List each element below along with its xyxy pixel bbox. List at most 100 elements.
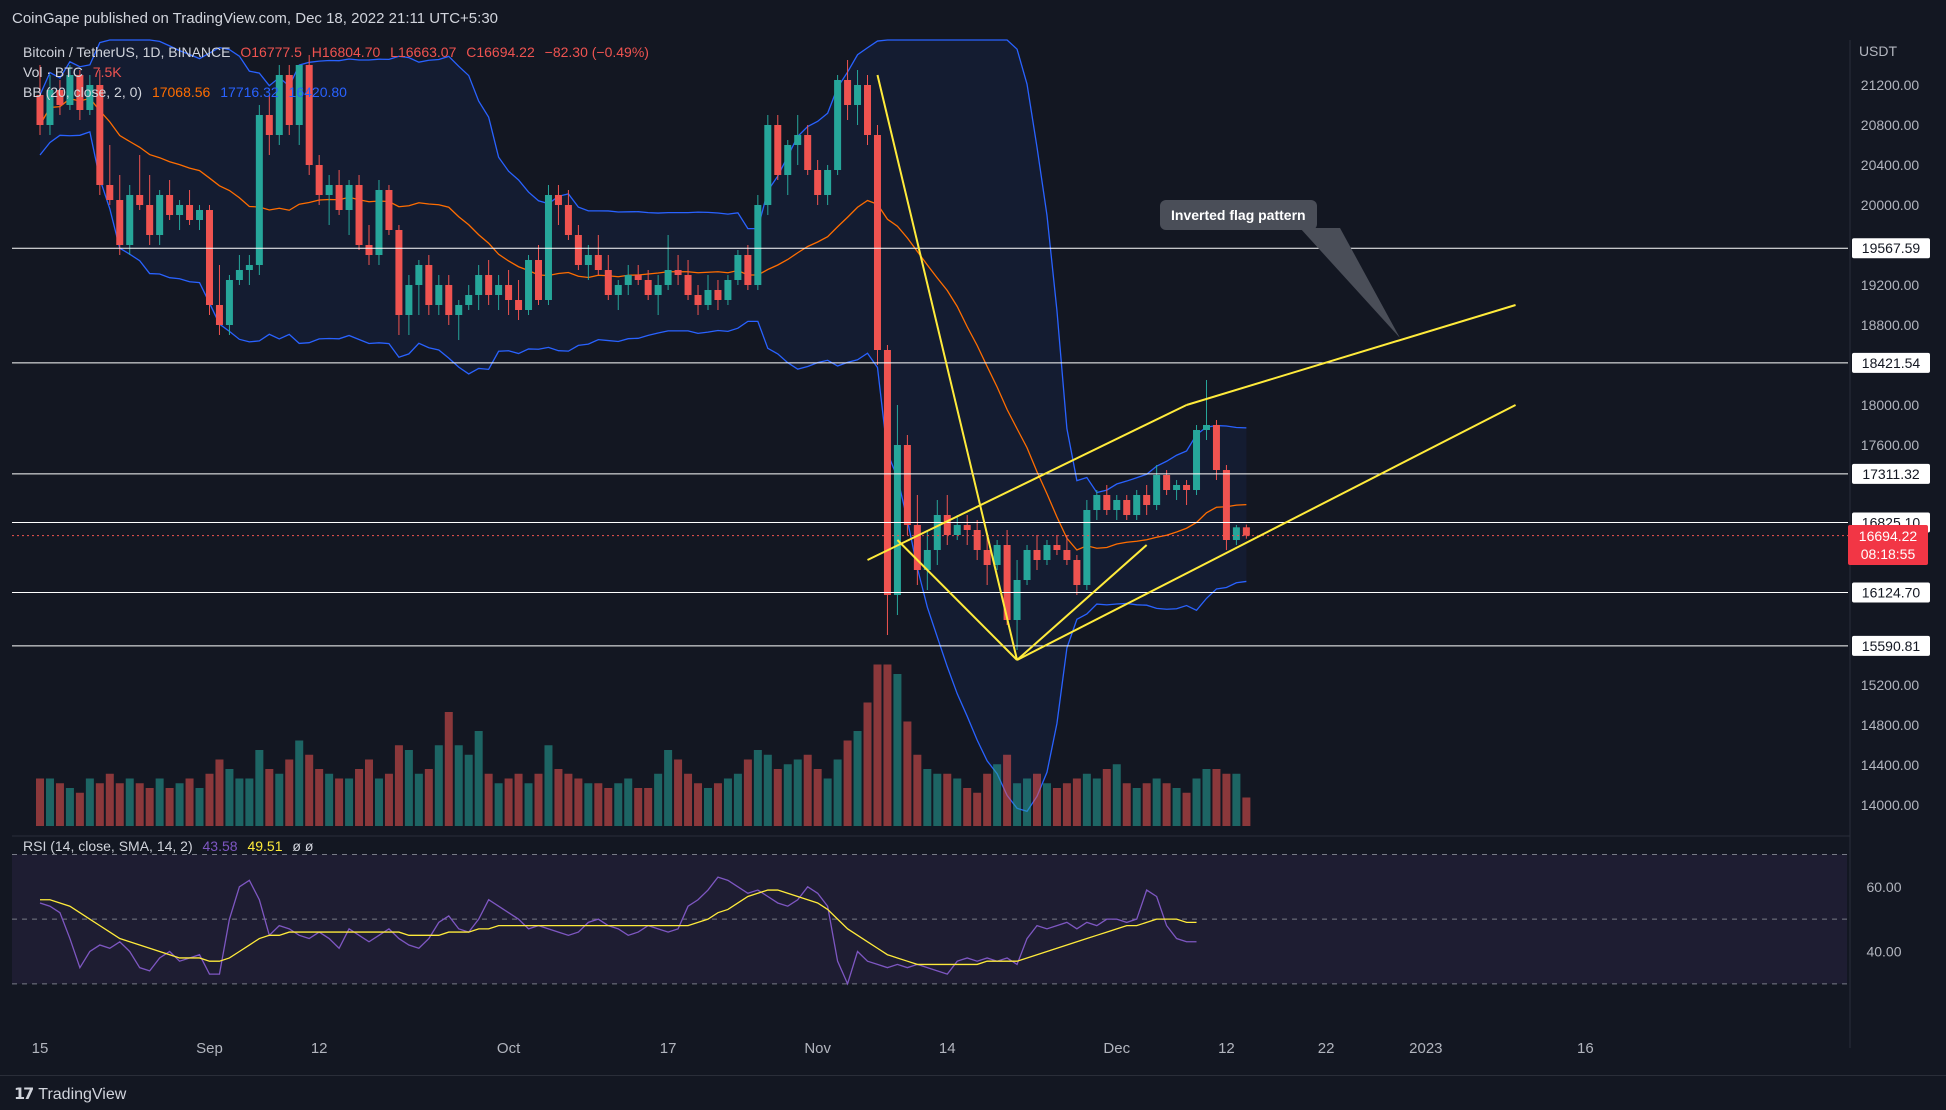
candle-body bbox=[295, 65, 303, 125]
candle-body bbox=[355, 185, 363, 245]
bb-basis-line bbox=[39, 97, 1247, 551]
volume-bar bbox=[325, 773, 334, 826]
volume-bar bbox=[335, 778, 344, 826]
candle-body bbox=[654, 285, 662, 295]
currency-label: USDT bbox=[1859, 43, 1898, 59]
volume-bar bbox=[544, 745, 553, 826]
volume-bar bbox=[504, 778, 513, 826]
candle-body bbox=[1133, 495, 1141, 515]
candle-body bbox=[734, 255, 742, 280]
bb-upper-value: 17716.32 bbox=[220, 84, 279, 100]
volume-bar bbox=[753, 750, 762, 826]
volume-bar bbox=[733, 773, 742, 826]
price-tick-label: 20000.00 bbox=[1861, 197, 1920, 213]
candle-body bbox=[215, 305, 223, 325]
time-tick-label: 17 bbox=[660, 1040, 677, 1057]
candle-body bbox=[624, 275, 632, 285]
volume-bar bbox=[524, 783, 533, 826]
volume-bar bbox=[155, 778, 164, 826]
volume-bar bbox=[1182, 792, 1191, 826]
candle-body bbox=[96, 85, 104, 185]
candle-body bbox=[574, 235, 582, 265]
candle-body bbox=[425, 265, 433, 305]
price-tick-label: 14800.00 bbox=[1861, 717, 1920, 733]
volume-legend[interactable]: Vol · BTC 7.5K bbox=[23, 64, 128, 80]
volume-bar bbox=[973, 792, 982, 826]
bb-legend[interactable]: BB (20, close, 2, 0) 17068.56 17716.32 1… bbox=[23, 84, 353, 100]
candle-body bbox=[923, 550, 931, 570]
volume-bar bbox=[594, 783, 603, 826]
volume-bar bbox=[933, 773, 942, 826]
level-label: 16124.70 bbox=[1862, 585, 1921, 601]
price-tick-label: 18800.00 bbox=[1861, 317, 1920, 333]
level-label: 18421.54 bbox=[1862, 355, 1921, 371]
candle-body bbox=[315, 165, 323, 195]
symbol-name[interactable]: Bitcoin / TetherUS, 1D, BINANCE bbox=[23, 44, 231, 60]
flag-lower-trendline bbox=[1016, 404, 1517, 661]
candle-body bbox=[594, 255, 602, 270]
candle-body bbox=[146, 205, 154, 235]
rsi-tick-label: 60.00 bbox=[1866, 879, 1901, 895]
volume-bar bbox=[893, 674, 902, 826]
candle-body bbox=[844, 80, 852, 105]
volume-bar bbox=[674, 759, 683, 826]
volume-bar bbox=[843, 740, 852, 826]
ohlc-high: H16804.70 bbox=[311, 44, 381, 60]
candle-body bbox=[903, 445, 911, 525]
candle-body bbox=[644, 280, 652, 295]
rsi-legend[interactable]: RSI (14, close, SMA, 14, 2) 43.58 49.51 … bbox=[23, 838, 319, 854]
candle-body bbox=[375, 190, 383, 255]
volume-bar bbox=[684, 773, 693, 826]
volume-bar bbox=[1112, 764, 1121, 826]
volume-bar bbox=[135, 783, 144, 826]
volume-bar bbox=[1062, 783, 1071, 826]
candle-body bbox=[166, 195, 174, 215]
level-label: 17311.32 bbox=[1862, 466, 1920, 482]
bb-basis-value: 17068.56 bbox=[151, 84, 211, 100]
time-axis: 15 Sep 12 Oct 17 Nov 14 Dec 12 22 2023 16 bbox=[32, 1040, 1594, 1057]
candle-body bbox=[1242, 527, 1250, 536]
level-label: 15590.81 bbox=[1862, 638, 1921, 654]
candle-body bbox=[1222, 470, 1230, 540]
candle-body bbox=[1023, 550, 1031, 580]
volume-bar bbox=[195, 788, 204, 826]
candle-body bbox=[36, 95, 44, 125]
candle-body bbox=[704, 290, 712, 305]
candle-body bbox=[784, 145, 792, 175]
volume-bar bbox=[654, 773, 663, 826]
volume-bar bbox=[345, 778, 354, 826]
volume-bar bbox=[514, 773, 523, 826]
rsi-sma-line bbox=[40, 889, 1197, 966]
candle-body bbox=[1123, 500, 1131, 515]
candle-body bbox=[883, 350, 891, 595]
callout-pointer bbox=[1300, 228, 1400, 338]
bb-lower-value: 16420.80 bbox=[288, 84, 347, 100]
price-tick-label: 15200.00 bbox=[1861, 677, 1920, 693]
volume-bar bbox=[1232, 773, 1241, 826]
candlesticks bbox=[36, 55, 1250, 650]
candle-body bbox=[46, 90, 54, 125]
candle-body bbox=[475, 275, 483, 295]
symbol-legend[interactable]: Bitcoin / TetherUS, 1D, BINANCE O16777.5… bbox=[23, 44, 655, 60]
volume-bar bbox=[833, 759, 842, 826]
volume-bar bbox=[115, 783, 124, 826]
last-price-badge: 16694.22 08:18:55 bbox=[1848, 525, 1928, 565]
level-label-box bbox=[1852, 635, 1930, 656]
tradingview-logo[interactable]: 𝟭𝟳 TradingView bbox=[14, 1084, 126, 1104]
volume-bar bbox=[963, 788, 972, 826]
inverted-flag-callout[interactable]: Inverted flag pattern bbox=[1160, 200, 1317, 230]
volume-bar bbox=[394, 745, 403, 826]
candle-body bbox=[345, 185, 353, 210]
volume-bar bbox=[783, 764, 792, 826]
volume-bar bbox=[1082, 773, 1091, 826]
candle-body bbox=[245, 265, 253, 270]
level-label-box bbox=[1852, 352, 1930, 373]
volume-bar bbox=[1172, 788, 1181, 826]
volume-bar bbox=[36, 778, 44, 826]
candle-body bbox=[953, 525, 961, 535]
candle-body bbox=[1232, 527, 1240, 540]
volume-bar bbox=[305, 754, 314, 826]
volume-bar bbox=[55, 783, 64, 826]
volume-bar bbox=[65, 788, 74, 826]
